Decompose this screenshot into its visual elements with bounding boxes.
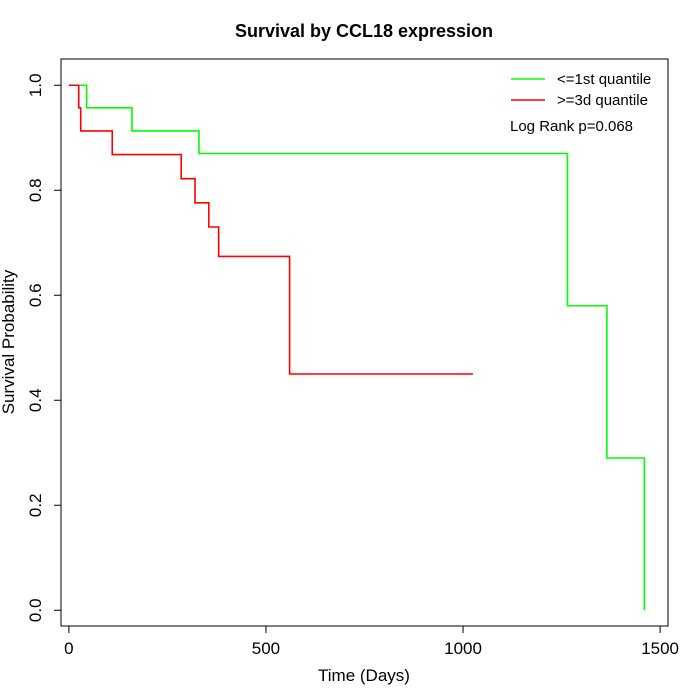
y-tick-label: 0.6 [26,283,45,307]
legend-label: <=1st quantile [557,71,651,88]
y-tick-label: 0.4 [26,388,45,412]
plot-frame [60,58,669,627]
x-tick-label: 1000 [444,639,482,658]
chart-title: Survival by CCL18 expression [235,21,493,41]
y-tick-label: 1.0 [26,73,45,97]
legend: <=1st quantile >=3d quantile [511,71,651,109]
y-tick-label: 0.8 [26,178,45,202]
y-tick-label: 0.0 [26,598,45,622]
survival-curves [68,84,646,611]
y-axis-label: Survival Probability [0,269,18,414]
y-axis: 0.0 0.2 0.4 0.6 0.8 1.0 [26,73,62,622]
survival-curve-2 [68,84,473,375]
log-rank-annotation: Log Rank p=0.068 [510,118,633,135]
x-axis-label: Time (Days) [318,666,410,685]
survival-curve-1 [68,84,646,611]
x-axis: 0 500 1000 1500 [64,625,679,658]
x-tick-label: 0 [64,639,73,658]
y-tick-label: 0.2 [26,493,45,517]
x-tick-label: 500 [252,639,280,658]
x-tick-label: 1500 [641,639,679,658]
legend-label: >=3d quantile [557,92,648,109]
